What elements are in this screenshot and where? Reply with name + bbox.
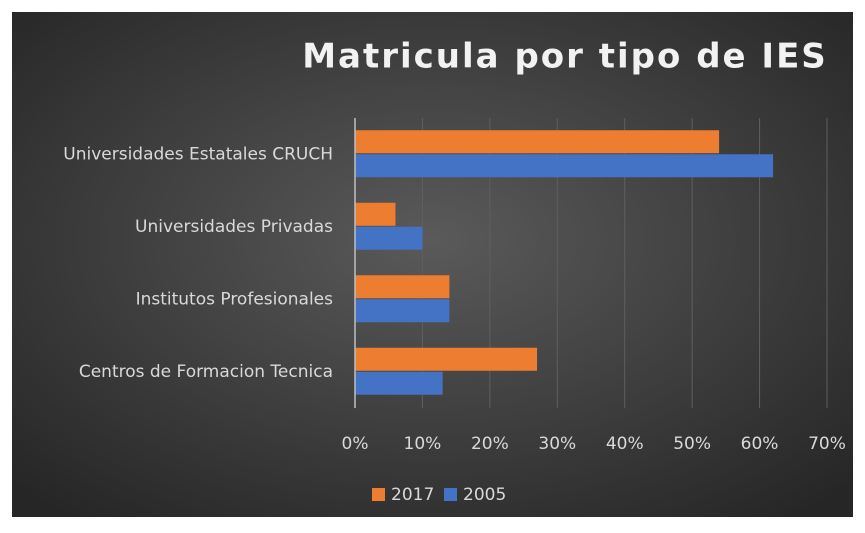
- x-tick-label: 30%: [538, 434, 576, 454]
- x-tick-label: 70%: [808, 434, 846, 454]
- bar: [355, 275, 450, 299]
- legend-swatch: [444, 488, 457, 501]
- legend-label: 2017: [391, 485, 434, 505]
- bar: [355, 347, 538, 371]
- y-tick-label: Universidades Privadas: [135, 217, 333, 237]
- y-tick-label: Institutos Profesionales: [136, 289, 334, 309]
- legend-label: 2005: [463, 485, 506, 505]
- y-tick-label: Universidades Estatales CRUCH: [63, 144, 333, 164]
- x-tick-label: 50%: [673, 434, 711, 454]
- bar: [355, 371, 443, 395]
- chart-title: Matricula por tipo de IES: [302, 37, 828, 77]
- x-tick-label: 60%: [741, 434, 779, 454]
- bar: [355, 130, 720, 154]
- x-tick-label: 10%: [404, 434, 442, 454]
- y-tick-label: Centros de Formacion Tecnica: [79, 362, 333, 382]
- chart-background: [12, 12, 853, 517]
- legend-swatch: [372, 488, 385, 501]
- x-tick-label: 40%: [606, 434, 644, 454]
- bar: [355, 226, 423, 250]
- x-tick-label: 0%: [342, 434, 369, 454]
- bar: [355, 154, 774, 178]
- bar: [355, 202, 396, 226]
- x-tick-label: 20%: [471, 434, 509, 454]
- bar: [355, 299, 450, 323]
